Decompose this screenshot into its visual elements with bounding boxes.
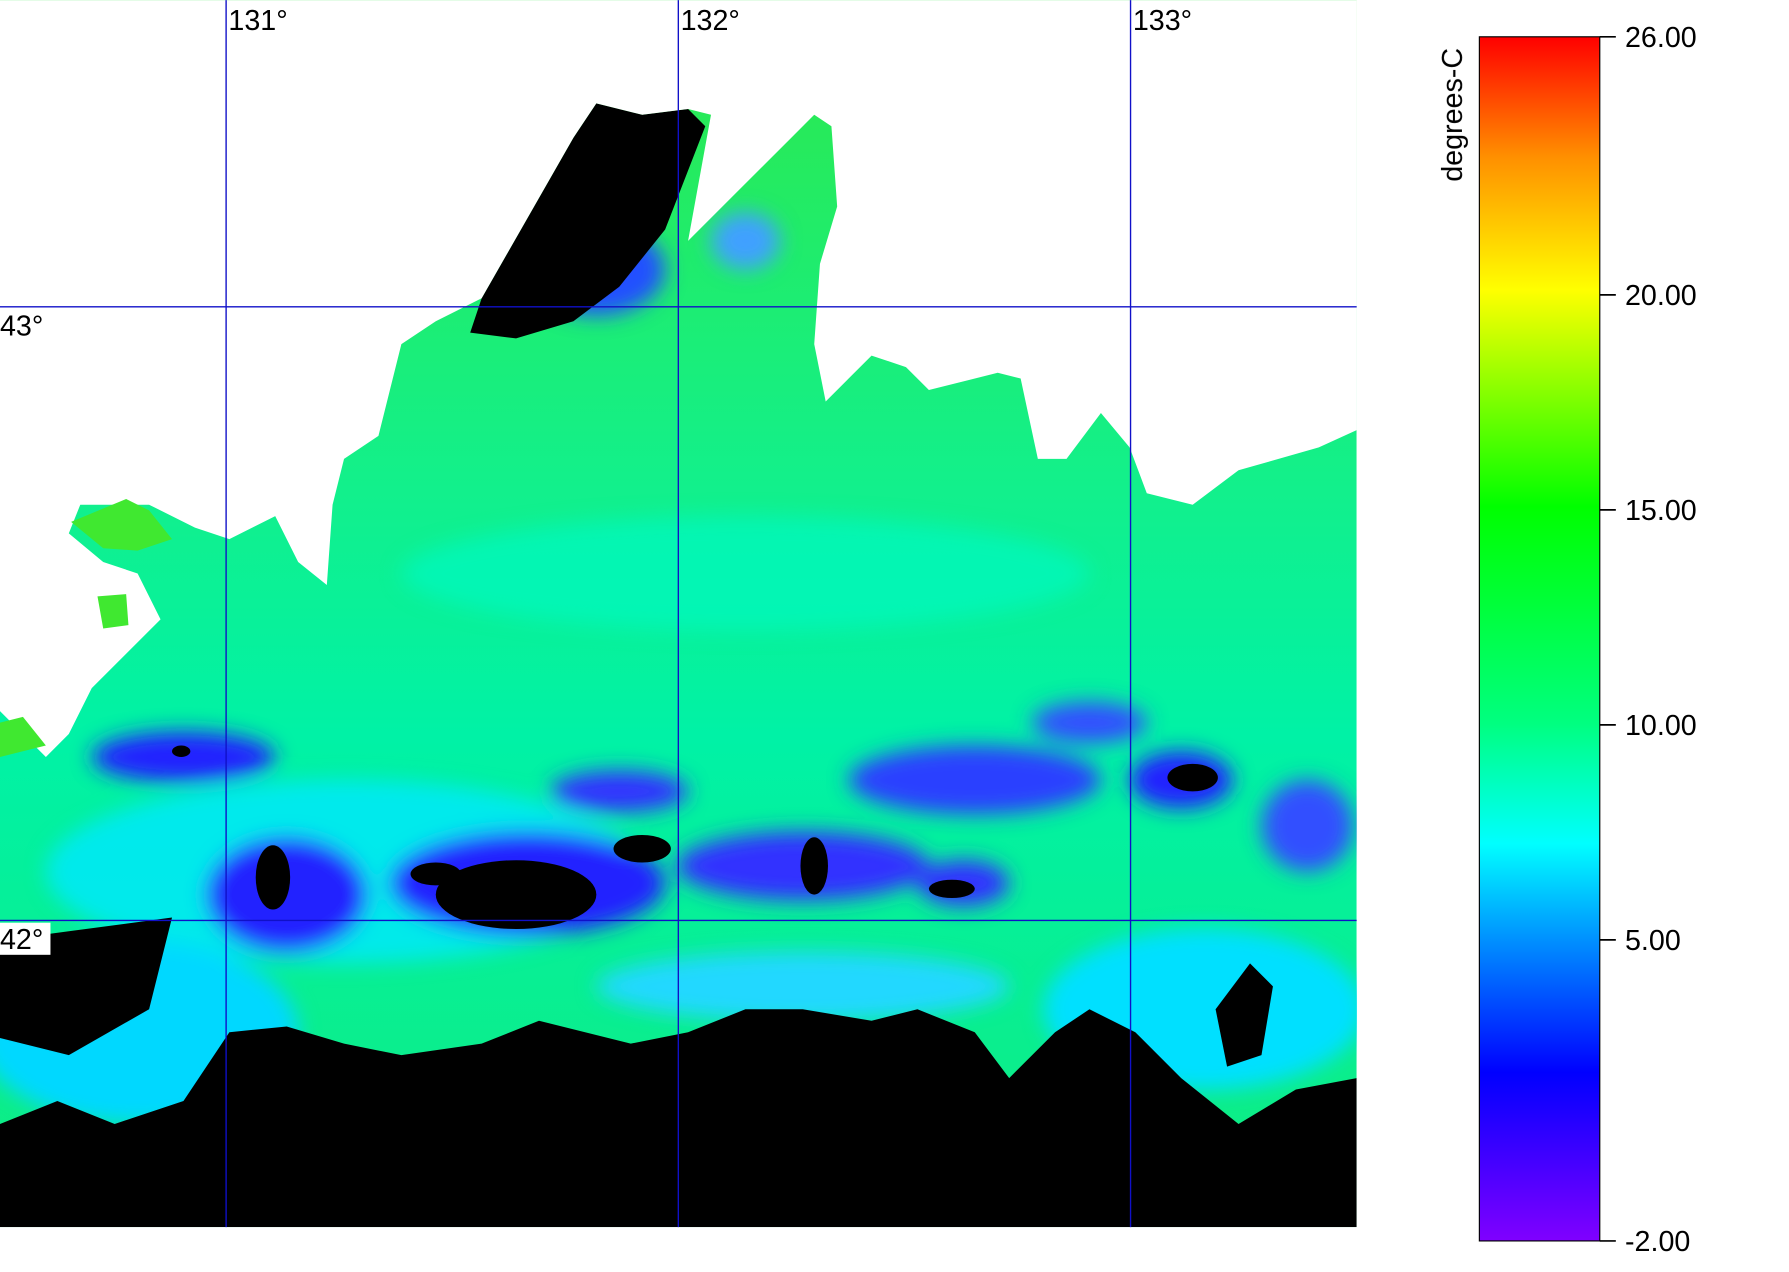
colorbar-tick-label: 5.00 (1625, 925, 1681, 957)
colorbar-label: degrees-C (1437, 48, 1469, 182)
colorbar-tick-label: 15.00 (1625, 495, 1697, 527)
x-tick-label: 133° (1133, 5, 1192, 37)
y-tick-label: 43° (0, 311, 43, 343)
x-tick-label: 132° (681, 5, 740, 37)
y-tick-label: 42° (0, 924, 43, 956)
sst-map (0, 0, 1357, 1228)
tick-label-bg (0, 309, 51, 342)
colorbar-tick-label: 10.00 (1625, 710, 1697, 742)
colorbar (1478, 36, 1601, 1242)
tick-label-bg (0, 922, 51, 955)
colorbar-tick-label: 26.00 (1625, 22, 1697, 54)
colorbar-tick-label: 20.00 (1625, 280, 1697, 312)
x-tick-label: 131° (228, 5, 287, 37)
colorbar-tick-label: -2.00 (1625, 1226, 1690, 1258)
